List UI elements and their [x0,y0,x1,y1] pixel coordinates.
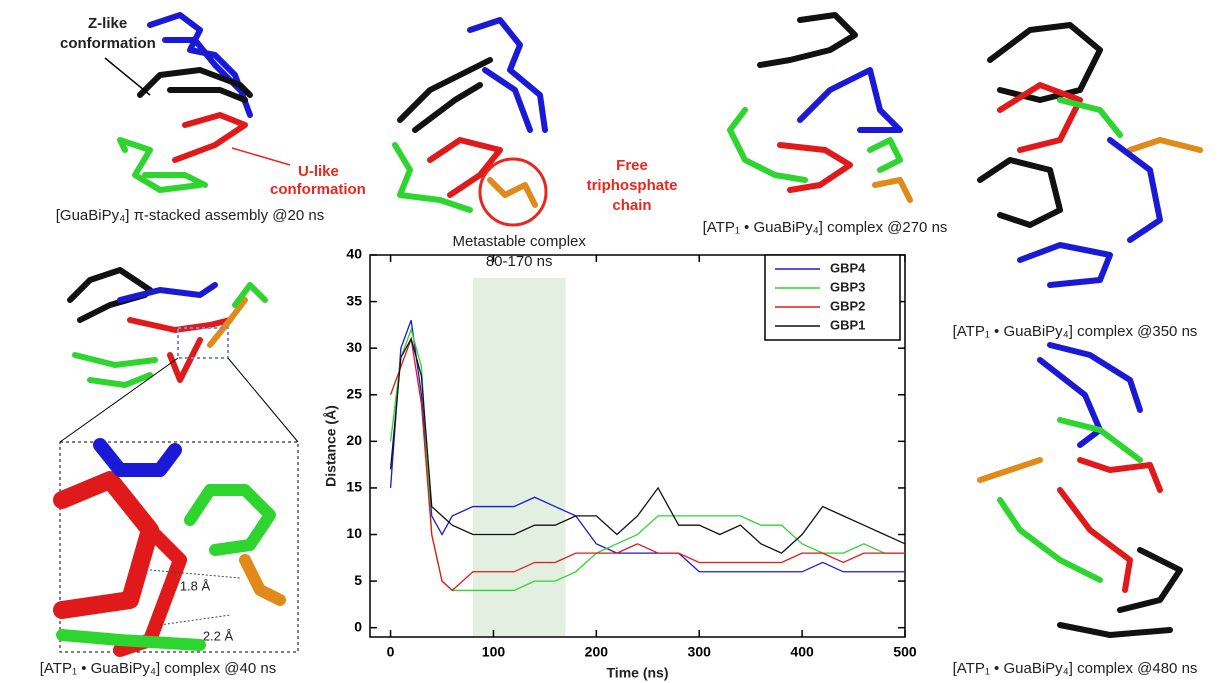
y-tick-label: 10 [346,525,362,541]
series-line [389,319,905,573]
highlight-band [472,278,566,636]
z-like-label: Z-like [88,15,127,32]
u-like-label: conformation [270,181,366,198]
zoom-box [177,327,229,359]
legend-label: GBP2 [830,298,865,313]
molecule-20ns [117,12,253,193]
legend-label: GBP1 [830,317,865,332]
legend-label: GBP3 [830,279,865,294]
x-tick-label: 400 [790,644,814,660]
x-axis-label: Time (ns) [607,665,669,681]
molecule-350ns [977,22,1203,288]
arrow [231,147,291,166]
free-chain-label: chain [612,197,651,214]
y-tick-label: 15 [346,479,362,495]
x-tick-label: 300 [688,644,712,660]
x-tick-label: 500 [893,644,917,660]
u-like-label: U-like [298,163,339,180]
y-tick-label: 25 [346,385,362,401]
y-tick-label: 0 [354,618,362,634]
zoom-line [59,357,179,443]
legend-label: GBP4 [830,260,866,275]
z-like-label: conformation [60,35,156,52]
free-chain-label: triphosphate [587,177,678,194]
y-tick-label: 35 [346,292,362,308]
zoom-line [227,357,299,443]
x-tick-label: 100 [482,644,506,660]
series-line [389,327,905,592]
plot-frame [369,254,906,638]
y-tick-label: 5 [354,572,362,588]
y-tick-label: 20 [346,432,362,448]
caption: [ATP₁ • GuaBiPy₄] complex @480 ns [953,660,1198,677]
caption: [ATP₁ • GuaBiPy₄] complex @40 ns [40,660,276,677]
caption: [GuaBiPy₄] π-stacked assembly @20 ns [56,207,324,224]
highlight-circle [478,157,548,227]
highlight-label: Metastable complex [452,233,586,250]
zoom-inset [53,438,299,657]
distance-label: 2.2 Å [203,628,234,643]
caption: [ATP₁ • GuaBiPy₄] complex @270 ns [703,219,948,236]
highlight-label: 80-170 ns [486,253,553,270]
y-tick-label: 30 [346,339,362,355]
molecule-480ns [977,342,1183,638]
free-chain-label: Free [616,157,648,174]
y-tick-label: 40 [346,246,362,262]
caption: [ATP₁ • GuaBiPy₄] complex @350 ns [953,323,1198,340]
y-axis-label: Distance (Å) [323,405,339,487]
x-tick-label: 0 [387,644,395,660]
chart: Metastable complex 80-170 ns 0 5 10 15 20 25 30 3… [323,233,917,681]
series-line [389,337,906,554]
molecule-metastable [392,17,548,213]
series-line [389,336,905,592]
molecule-40ns [67,267,268,388]
distance-label: 1.8 Å [180,578,211,593]
molecule-270ns [727,12,913,203]
arrow [104,57,151,96]
x-tick-label: 200 [585,644,609,660]
